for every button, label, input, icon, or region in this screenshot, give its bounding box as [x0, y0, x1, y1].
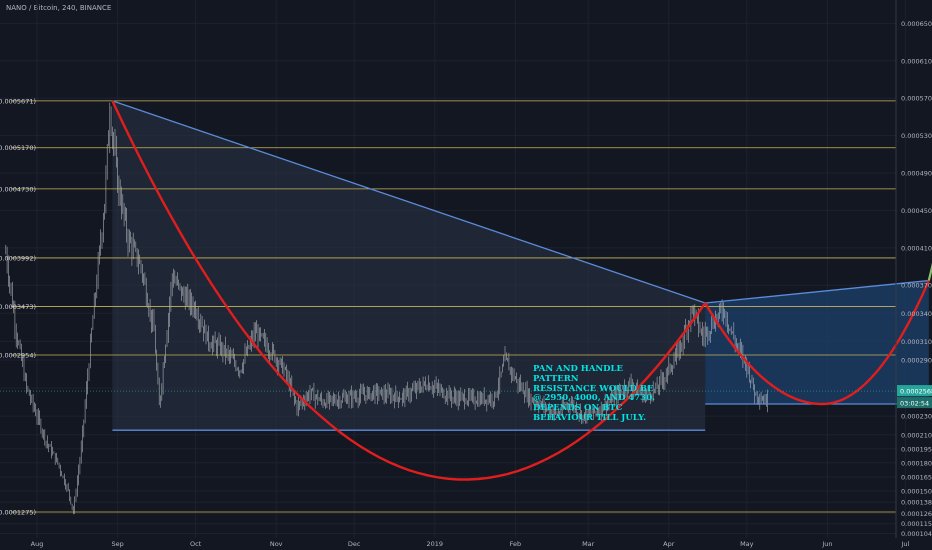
- time-tick-label: Oct: [190, 540, 202, 548]
- price-series: [5, 102, 768, 515]
- current-price-badge: [897, 385, 932, 397]
- fib-level-label: 0.5(0.0003473): [0, 303, 36, 311]
- note-line: BEHAVIOUR TILL JULY.: [533, 412, 647, 423]
- time-axis: AugSepOctNovDec2019FebMarAprMayJunJul22: [31, 540, 910, 548]
- time-tick-label: 2019: [427, 540, 444, 548]
- analysis-note: PAN AND HANDLE PATTERN RESISTANCE WOULD BE…: [533, 364, 655, 424]
- note-line: RESISTANCE WOULD BE: [533, 383, 654, 394]
- note-line: PAN AND HANDLE: [533, 364, 624, 374]
- time-tick-label: Dec: [348, 540, 361, 548]
- handle-curve: [704, 280, 930, 406]
- handle-projection-zone: [705, 280, 929, 404]
- time-tick-label: Jul: [900, 540, 909, 548]
- pattern-drawings: [112, 100, 929, 431]
- price-badges: 0.0002568 03:02:54: [0, 385, 932, 409]
- cup-zone: [112, 100, 706, 431]
- price-tick-label: 0.0001045: [901, 530, 932, 538]
- handle-trendline: [705, 279, 929, 304]
- candle-timer-badge: [897, 397, 932, 409]
- current-price-value: 0.0002568: [900, 388, 932, 396]
- time-tick-label: Jun: [821, 540, 832, 548]
- fib-level-label: 0.786(0.0004730): [0, 185, 36, 193]
- note-line: DEPENDS ON BTC: [533, 403, 623, 414]
- time-tick-label: May: [740, 540, 754, 548]
- fib-level-label: 1(0.0005671): [0, 97, 36, 105]
- descending-trendline: [112, 100, 706, 304]
- fibonacci-levels: 1(0.0005671) 0.886(0.0005170) 0.786(0.0004…: [0, 97, 896, 517]
- note-line: @ 2950, 4000, AND 4730.: [533, 393, 655, 404]
- fib-level-label: 0.618(0.0003992): [0, 254, 36, 262]
- time-tick-label: Aug: [31, 540, 44, 548]
- fib-level-label: 0.382(0.0002954): [0, 351, 36, 359]
- pattern-overlays: [111, 100, 932, 481]
- candle-timer-value: 03:02:54: [900, 400, 929, 408]
- fib-level-label: 0(0.0001275): [0, 509, 36, 517]
- cup-curve: [111, 100, 707, 481]
- time-tick-label: Sep: [111, 540, 123, 548]
- time-tick-label: Mar: [582, 540, 595, 548]
- time-tick-label: Apr: [663, 540, 675, 548]
- note-line: PATTERN: [533, 373, 579, 384]
- time-tick-label: Feb: [510, 540, 522, 548]
- time-tick-label: Nov: [270, 540, 283, 548]
- fib-level-label: 0.886(0.0005170): [0, 144, 36, 152]
- chart-title: NANO / Bitcoin, 240, BINANCE: [6, 4, 112, 12]
